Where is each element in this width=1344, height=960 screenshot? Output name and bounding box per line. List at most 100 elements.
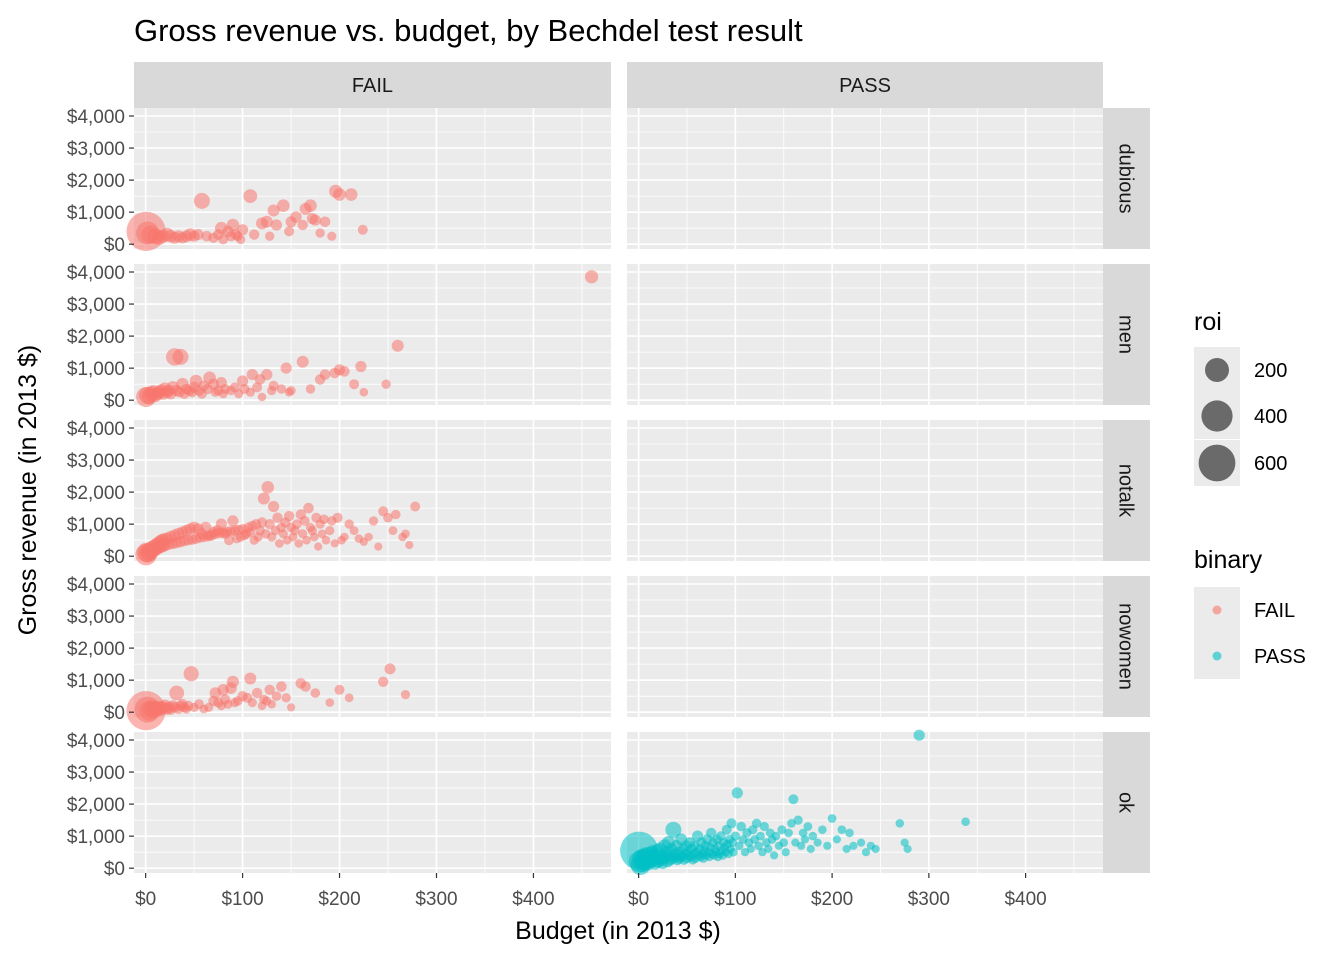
data-point bbox=[271, 691, 282, 701]
data-point bbox=[374, 542, 383, 551]
y-tick-label: $2,000 bbox=[67, 327, 125, 348]
data-point bbox=[334, 684, 345, 695]
panel-ok-PASS bbox=[620, 729, 1103, 875]
data-point bbox=[340, 532, 349, 542]
data-point bbox=[774, 841, 784, 850]
x-tick-label: $100 bbox=[221, 889, 263, 910]
data-point bbox=[383, 512, 393, 523]
legend-color-key bbox=[1212, 605, 1222, 615]
y-tick-label: $3,000 bbox=[67, 607, 125, 628]
data-point bbox=[305, 384, 316, 394]
data-point bbox=[314, 542, 323, 551]
data-point bbox=[793, 815, 803, 825]
y-tick-label: $0 bbox=[104, 703, 125, 724]
data-point bbox=[759, 821, 770, 832]
data-point bbox=[280, 362, 292, 374]
data-point bbox=[276, 681, 287, 692]
data-point bbox=[748, 825, 758, 835]
data-point bbox=[245, 527, 256, 537]
strip-label-notalk: notalk bbox=[1115, 464, 1137, 518]
data-point bbox=[309, 214, 321, 226]
data-point bbox=[254, 374, 266, 385]
data-point bbox=[210, 387, 221, 397]
data-point bbox=[267, 204, 280, 217]
data-point bbox=[736, 821, 746, 832]
data-point bbox=[401, 529, 410, 539]
legend-size-label: 200 bbox=[1254, 360, 1287, 382]
data-point bbox=[196, 388, 207, 399]
data-point bbox=[813, 838, 822, 847]
strip-label-PASS: PASS bbox=[839, 75, 891, 97]
panel-background bbox=[627, 420, 1103, 561]
data-point bbox=[900, 838, 909, 847]
data-point bbox=[244, 672, 257, 685]
panel-background bbox=[134, 732, 611, 873]
chart-title: Gross revenue vs. budget, by Bechdel tes… bbox=[134, 13, 803, 48]
data-point bbox=[344, 693, 354, 703]
data-point bbox=[315, 228, 325, 238]
data-point bbox=[754, 841, 763, 851]
data-point bbox=[288, 532, 298, 542]
data-point bbox=[272, 512, 283, 523]
data-point bbox=[257, 701, 267, 711]
legend-size-label: 600 bbox=[1254, 453, 1287, 475]
data-point bbox=[225, 682, 237, 694]
data-point bbox=[317, 529, 327, 539]
x-tick-label: $400 bbox=[1004, 889, 1046, 910]
data-point bbox=[192, 229, 204, 241]
data-point bbox=[665, 821, 682, 838]
data-point bbox=[284, 226, 295, 237]
y-tick-label: $0 bbox=[104, 547, 125, 568]
data-point bbox=[400, 690, 411, 700]
data-point bbox=[224, 535, 234, 546]
y-tick-label: $0 bbox=[104, 235, 125, 256]
data-point bbox=[223, 699, 233, 709]
strip-dubious bbox=[1103, 108, 1150, 249]
data-point bbox=[329, 367, 341, 379]
data-point bbox=[257, 392, 267, 402]
data-point bbox=[303, 502, 314, 514]
x-tick-label: $0 bbox=[135, 889, 156, 910]
facet-panels bbox=[126, 108, 1103, 875]
y-tick-label: $1,000 bbox=[67, 671, 125, 692]
panel-ok-FAIL bbox=[134, 732, 611, 873]
data-point bbox=[300, 681, 311, 692]
y-tick-label: $4,000 bbox=[67, 107, 125, 128]
legend-size-label: 400 bbox=[1254, 406, 1287, 428]
data-point bbox=[327, 231, 337, 241]
data-point bbox=[325, 698, 335, 707]
x-tick-label: $200 bbox=[811, 889, 853, 910]
data-point bbox=[823, 841, 832, 850]
data-point bbox=[218, 389, 228, 399]
data-point bbox=[277, 199, 290, 212]
legend-color-title: binary bbox=[1194, 546, 1263, 574]
data-point bbox=[267, 699, 277, 709]
data-point bbox=[861, 848, 871, 857]
data-point bbox=[770, 851, 779, 860]
y-tick-label: $0 bbox=[104, 859, 125, 880]
panel-nowomen-PASS bbox=[627, 576, 1103, 717]
y-tick-label: $2,000 bbox=[67, 795, 125, 816]
data-point bbox=[302, 535, 311, 545]
data-point bbox=[777, 825, 787, 835]
data-point bbox=[327, 516, 337, 526]
data-point bbox=[731, 787, 743, 799]
data-point bbox=[172, 348, 189, 365]
x-tick-label: $400 bbox=[512, 889, 554, 910]
data-point bbox=[798, 828, 808, 838]
y-tick-label: $3,000 bbox=[67, 295, 125, 316]
data-point bbox=[321, 535, 331, 545]
legend-color-key bbox=[1212, 651, 1222, 661]
panel-notalk-PASS bbox=[627, 420, 1103, 561]
data-point bbox=[233, 696, 243, 706]
data-point bbox=[330, 539, 339, 548]
data-point bbox=[299, 202, 312, 215]
data-point bbox=[357, 224, 368, 235]
data-point bbox=[391, 339, 404, 352]
y-tick-label: $3,000 bbox=[67, 139, 125, 160]
data-point bbox=[784, 828, 793, 838]
data-point bbox=[359, 387, 369, 397]
y-tick-label: $1,000 bbox=[67, 359, 125, 380]
data-point bbox=[726, 818, 737, 829]
